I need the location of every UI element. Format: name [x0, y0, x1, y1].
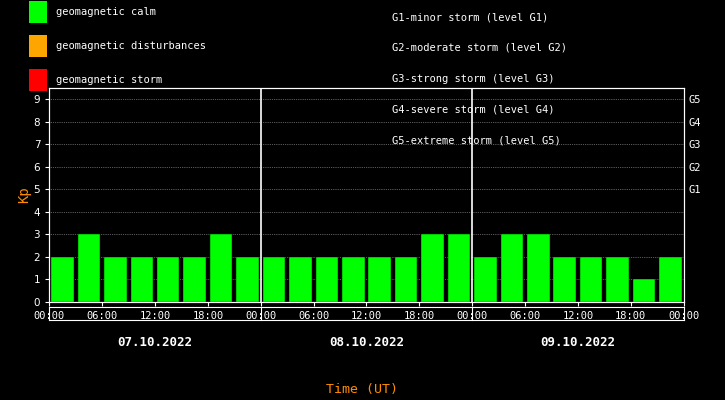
- Bar: [130, 257, 153, 302]
- Text: geomagnetic storm: geomagnetic storm: [56, 75, 162, 85]
- Bar: [368, 257, 391, 302]
- Text: geomagnetic calm: geomagnetic calm: [56, 7, 156, 17]
- Bar: [342, 257, 365, 302]
- Text: G3-strong storm (level G3): G3-strong storm (level G3): [392, 74, 554, 84]
- Bar: [157, 257, 180, 302]
- Bar: [633, 280, 655, 302]
- Y-axis label: Kp: Kp: [17, 187, 31, 203]
- Text: G5-extreme storm (level G5): G5-extreme storm (level G5): [392, 135, 560, 145]
- Bar: [501, 234, 523, 302]
- Bar: [183, 257, 206, 302]
- Text: Time (UT): Time (UT): [326, 383, 399, 396]
- Text: G4-severe storm (level G4): G4-severe storm (level G4): [392, 104, 554, 114]
- Bar: [210, 234, 232, 302]
- Bar: [315, 257, 338, 302]
- Text: geomagnetic disturbances: geomagnetic disturbances: [56, 41, 206, 51]
- Bar: [289, 257, 312, 302]
- Bar: [236, 257, 259, 302]
- Bar: [104, 257, 127, 302]
- Text: 08.10.2022: 08.10.2022: [329, 336, 404, 349]
- Bar: [448, 234, 471, 302]
- Bar: [78, 234, 100, 302]
- Text: 09.10.2022: 09.10.2022: [540, 336, 616, 349]
- Text: G1-minor storm (level G1): G1-minor storm (level G1): [392, 12, 548, 22]
- Bar: [51, 257, 74, 302]
- Bar: [421, 234, 444, 302]
- Text: G2-moderate storm (level G2): G2-moderate storm (level G2): [392, 43, 566, 53]
- Bar: [606, 257, 629, 302]
- Bar: [474, 257, 497, 302]
- Text: 07.10.2022: 07.10.2022: [117, 336, 193, 349]
- Bar: [527, 234, 550, 302]
- Bar: [262, 257, 285, 302]
- Bar: [580, 257, 602, 302]
- Bar: [553, 257, 576, 302]
- Bar: [395, 257, 418, 302]
- Bar: [659, 257, 681, 302]
